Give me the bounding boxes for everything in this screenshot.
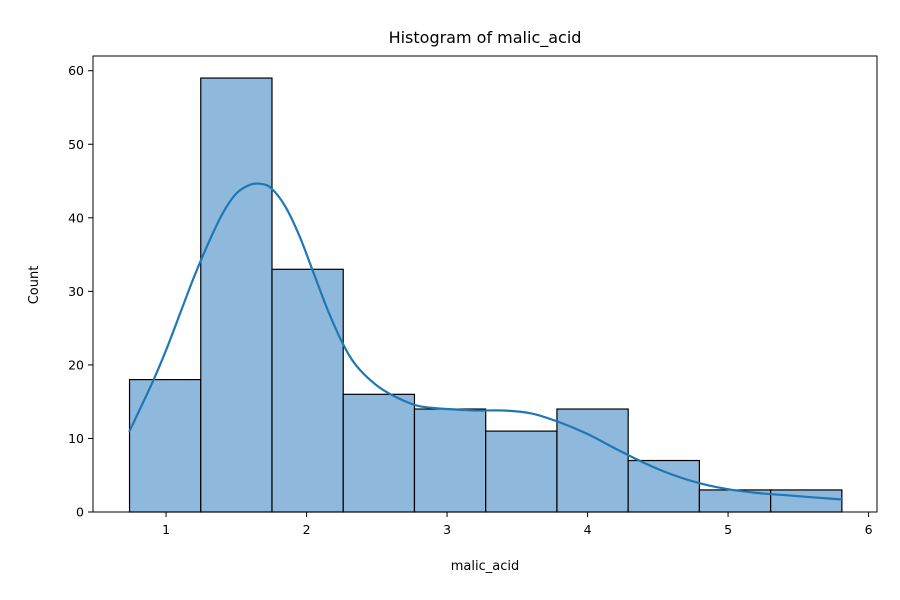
axes-frame	[92, 55, 878, 513]
y-axis-ticks: 0 10 20 30 40 50 60	[68, 63, 93, 520]
y-tick-label: 60	[68, 63, 84, 78]
histogram-bar-8	[627, 459, 700, 513]
y-tick-label: 50	[68, 137, 84, 152]
histogram-bar-10	[770, 489, 843, 513]
kde-layer	[128, 182, 843, 501]
x-tick-label: 4	[584, 522, 592, 537]
histogram-bar-3	[271, 268, 344, 513]
y-tick-label: 40	[68, 210, 84, 225]
y-tick-label: 0	[76, 505, 84, 520]
histogram-bar-5	[413, 408, 487, 513]
histogram-bar-4	[342, 393, 416, 513]
histogram-bar-1	[128, 379, 202, 513]
x-tick-label: 2	[303, 522, 311, 537]
x-axis-ticks: 1 2 3 4 5 6	[162, 512, 873, 537]
x-tick-label: 1	[162, 522, 170, 537]
chart-title: Histogram of malic_acid	[389, 28, 582, 48]
kde-line	[128, 182, 843, 501]
y-axis-label: Count	[27, 266, 42, 305]
histogram-bar-2	[200, 77, 273, 513]
plot-area	[128, 77, 843, 513]
y-tick-label: 20	[68, 357, 84, 372]
x-tick-label: 6	[865, 522, 873, 537]
y-tick-label: 10	[68, 431, 84, 446]
x-axis-label: malic_acid	[451, 559, 519, 574]
x-tick-label: 3	[443, 522, 451, 537]
x-tick-label: 5	[724, 522, 732, 537]
histogram-bar-6	[485, 430, 558, 513]
y-tick-label: 30	[68, 284, 84, 299]
